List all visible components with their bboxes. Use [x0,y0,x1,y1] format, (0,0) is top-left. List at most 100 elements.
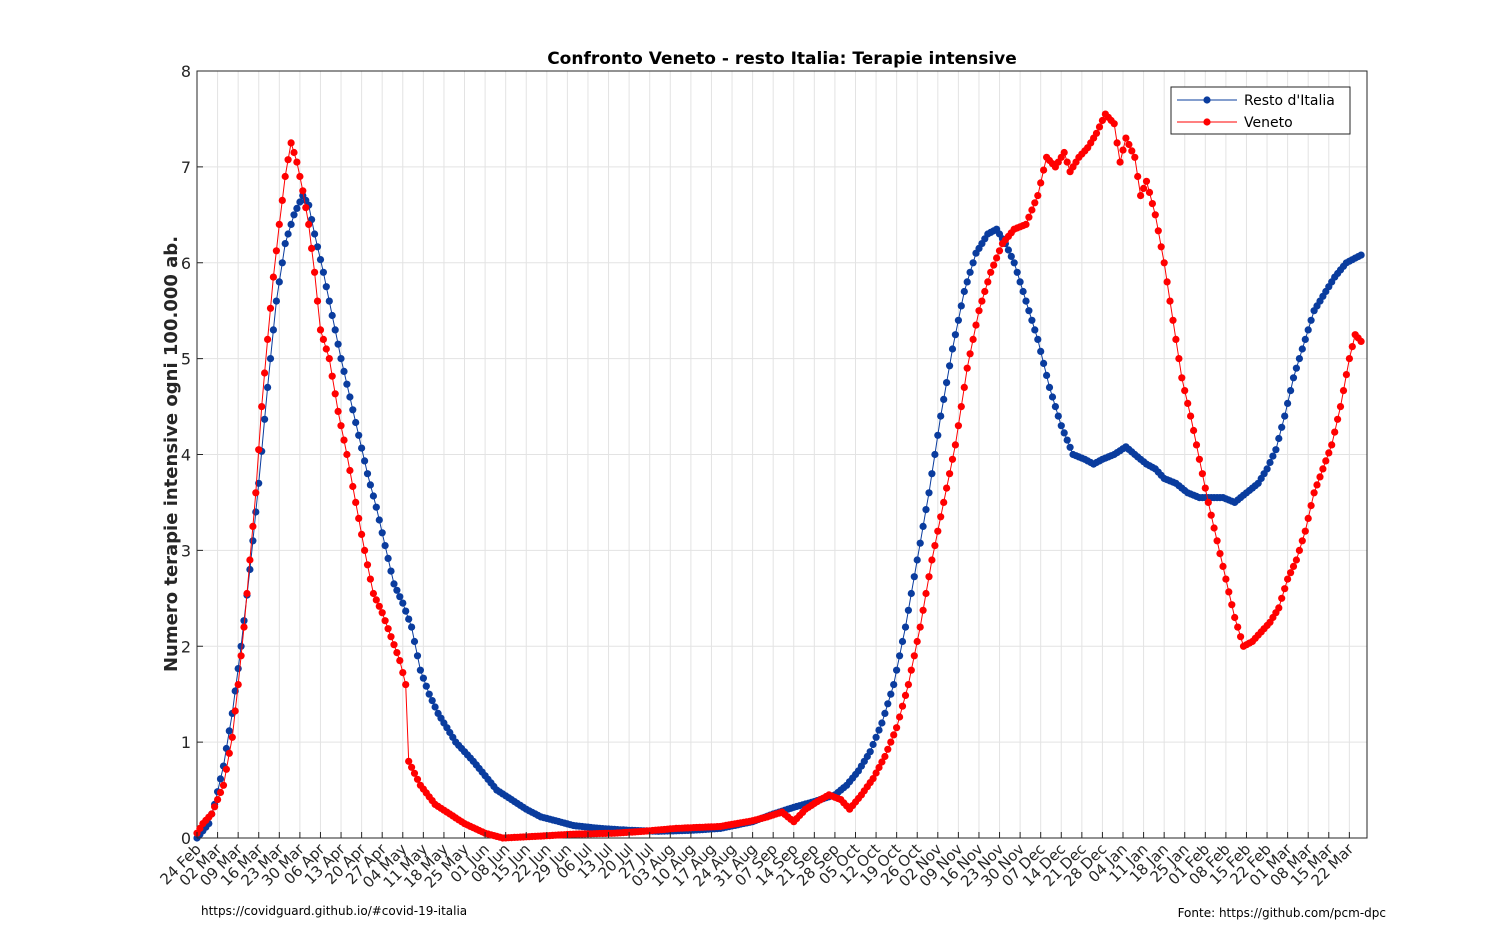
series-marker-1 [940,498,948,506]
series-marker-1 [325,355,333,363]
series-marker-0 [1289,374,1298,382]
series-marker-1 [308,244,316,252]
series-marker-1 [957,403,965,411]
series-marker-1 [1160,259,1168,267]
series-marker-0 [340,367,348,375]
legend-label-veneto: Veneto [1244,115,1293,131]
series-marker-0 [428,697,436,705]
series-marker-1 [1169,316,1177,324]
series-marker-1 [1225,588,1233,596]
series-marker-0 [951,331,960,339]
series-marker-0 [363,470,372,478]
series-marker-0 [378,529,386,537]
series-marker-1 [948,455,957,463]
series-marker-1 [1025,213,1033,221]
series-marker-1 [1148,200,1156,208]
series-marker-0 [901,623,910,631]
series-marker-1 [1119,146,1127,154]
series-marker-1 [1201,484,1209,492]
series-marker-1 [375,602,383,610]
series-marker-0 [343,380,351,388]
series-marker-1 [246,556,254,564]
y-tick-label: 8 [181,62,191,81]
series-marker-0 [910,573,918,581]
series-marker-1 [328,372,336,380]
series-marker-0 [875,726,883,734]
series-marker-0 [240,617,248,625]
series-marker-1 [1131,153,1139,161]
series-marker-1 [913,637,921,646]
series-marker-0 [328,311,336,320]
series-marker-1 [898,702,907,710]
series-marker-0 [275,278,283,286]
series-marker-0 [869,740,877,749]
series-marker-1 [1278,594,1286,602]
series-marker-1 [1228,601,1236,609]
series-marker-1 [1275,604,1283,612]
series-marker-1 [296,172,304,181]
series-marker-1 [1204,498,1212,506]
series-marker-0 [1031,326,1039,334]
series-marker-1 [1216,550,1224,558]
series-marker-0 [1057,422,1065,430]
series-marker-0 [316,256,325,264]
series-marker-1 [363,561,372,569]
series-marker-0 [963,278,971,286]
series-marker-1 [893,724,901,732]
series-marker-1 [1334,415,1342,423]
series-marker-1 [987,268,995,276]
series-marker-1 [349,482,357,491]
series-marker-1 [1307,502,1315,510]
series-marker-1 [1181,387,1189,395]
series-marker-1 [266,304,275,312]
series-marker-1 [1022,220,1030,228]
series-marker-0 [884,700,892,708]
series-marker-1 [1210,524,1218,532]
series-marker-0 [337,355,345,363]
series-marker-1 [1034,192,1042,200]
series-marker-0 [334,340,342,348]
series-marker-0 [419,674,427,682]
series-marker-0 [904,606,913,614]
series-marker-0 [946,362,954,370]
series-marker-1 [1345,355,1353,363]
series-marker-1 [358,530,366,539]
footer-source-link[interactable]: https://covidguard.github.io/#covid-19-i… [201,904,468,918]
series-marker-0 [934,431,942,439]
series-marker-0 [266,355,275,363]
series-marker-0 [881,709,889,718]
series-marker-1 [910,652,918,660]
series-marker-1 [1175,355,1183,363]
series-marker-1 [1040,166,1048,174]
series-marker-0 [1037,347,1045,355]
series-marker-0 [1034,335,1042,343]
series-marker-0 [890,681,898,689]
series-marker-1 [399,669,407,677]
series-marker-0 [261,415,269,423]
series-marker-1 [219,781,228,789]
series-marker-0 [878,719,886,727]
series-marker-1 [252,489,260,497]
series-marker-0 [369,492,377,500]
series-marker-1 [1128,147,1136,155]
series-marker-1 [237,652,245,660]
series-marker-0 [416,666,424,674]
series-marker-1 [934,527,942,535]
series-marker-0 [281,240,289,248]
series-marker-1 [1237,633,1245,641]
series-marker-0 [431,703,439,711]
series-marker-0 [960,287,968,296]
series-marker-1 [334,407,342,415]
legend-item-veneto: Veneto [1177,115,1293,131]
series-marker-0 [1284,399,1292,407]
series-marker-0 [1054,412,1062,420]
series-marker-1 [1125,140,1133,149]
series-marker-0 [1304,326,1312,334]
series-marker-0 [387,567,395,575]
series-marker-1 [1145,188,1154,196]
series-marker-1 [214,796,222,804]
series-marker-0 [1263,465,1271,473]
legend-item-resto: Resto d'Italia [1177,93,1335,109]
series-marker-0 [931,450,939,459]
series-marker-1 [993,254,1001,262]
